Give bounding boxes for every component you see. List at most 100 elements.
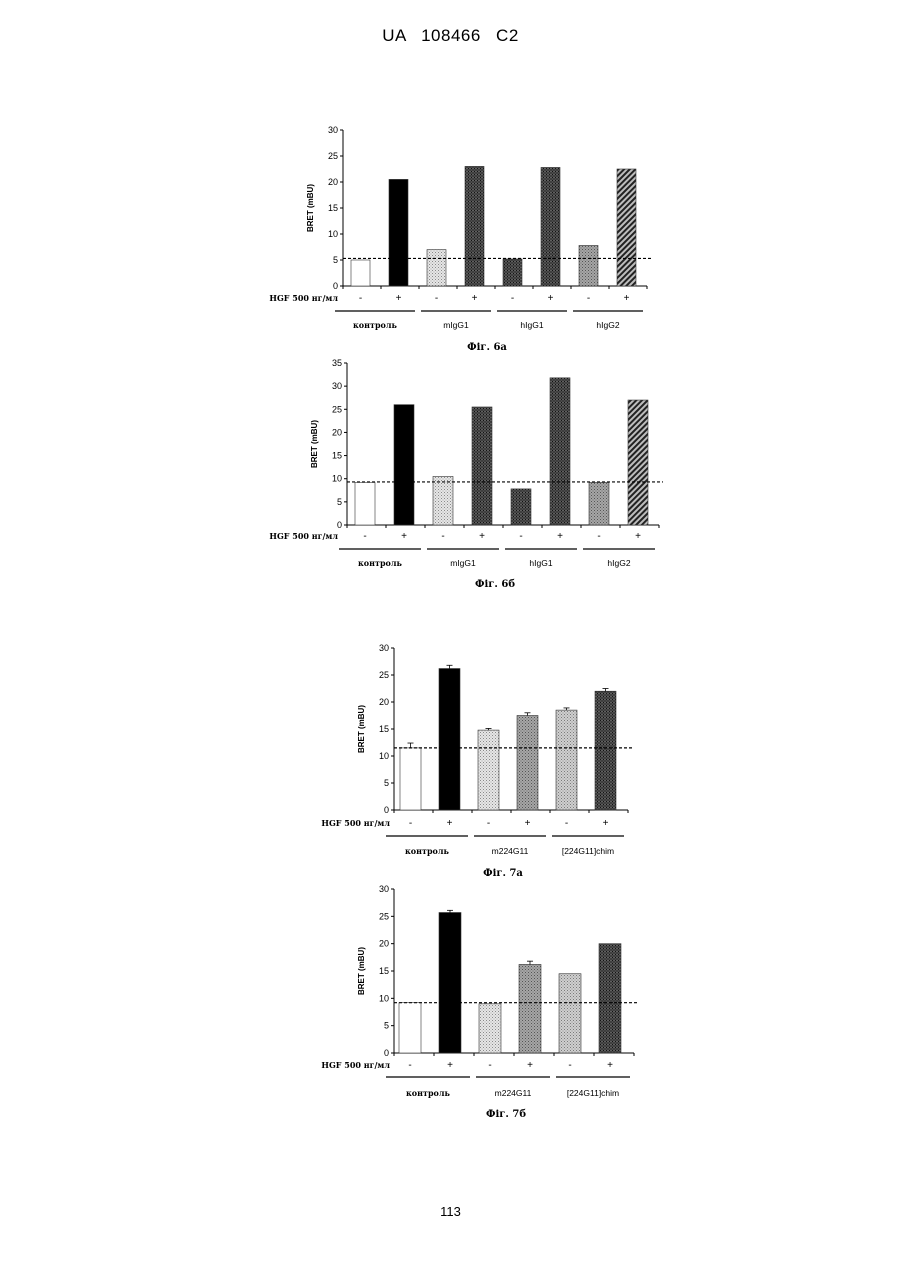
y-tick-label: 0 (333, 281, 338, 291)
x-tick-label: + (603, 818, 609, 829)
bar (355, 482, 375, 525)
y-tick-label: 25 (328, 151, 338, 161)
bar (595, 691, 616, 810)
y-tick-label: 15 (328, 203, 338, 213)
y-tick-label: 25 (332, 404, 342, 414)
y-tick-label: 5 (384, 1021, 389, 1031)
x-tick-label: - (597, 531, 600, 542)
y-axis-label: BRET (mBU) (310, 420, 319, 468)
bar (599, 944, 621, 1053)
group-label: hIgG1 (529, 558, 552, 568)
y-tick-label: 0 (337, 520, 342, 530)
condition-label: HGF 500 нг/мл (269, 531, 338, 541)
bar (472, 407, 492, 525)
group-label: контроль (406, 1088, 450, 1098)
bar (389, 179, 408, 286)
chart-1: 05101520253035BRET (mBU)HGF 500 нг/мл-+-… (269, 358, 663, 590)
bar (427, 250, 446, 286)
y-tick-label: 10 (332, 474, 342, 484)
x-tick-label: + (447, 818, 453, 829)
group-label: [224G11]chim (567, 1088, 619, 1098)
y-tick-label: 30 (379, 643, 389, 653)
x-tick-label: + (557, 531, 563, 542)
x-tick-label: + (527, 1060, 533, 1071)
x-tick-label: - (511, 293, 514, 304)
bar (628, 400, 648, 525)
bar (439, 669, 460, 810)
x-tick-label: + (396, 293, 402, 304)
figure-caption: Фіг. 6б (475, 579, 515, 590)
y-tick-label: 20 (332, 427, 342, 437)
y-tick-label: 0 (384, 1048, 389, 1058)
bar (351, 260, 370, 286)
y-tick-label: 25 (379, 911, 389, 921)
group-label: m224G11 (492, 846, 529, 856)
y-axis-label: BRET (mBU) (357, 705, 366, 753)
x-tick-label: - (488, 1060, 491, 1071)
group-label: контроль (353, 320, 397, 330)
figure-caption: Фіг. 7б (486, 1109, 526, 1120)
y-axis-label: BRET (mBU) (357, 947, 366, 995)
y-tick-label: 20 (379, 697, 389, 707)
condition-label: HGF 500 нг/мл (269, 293, 338, 303)
bar (556, 710, 577, 810)
bar (519, 964, 541, 1053)
bar (399, 1003, 421, 1053)
chart-0: 0 5 10 15 20 25 30 BRET (mBU) HGF 500 нг/мл - + - + -… (269, 125, 651, 353)
figure-caption: Фіг. 6а (467, 342, 507, 353)
y-tick-label: 25 (379, 670, 389, 680)
x-tick-label: - (487, 818, 490, 829)
x-tick-label: - (587, 293, 590, 304)
x-tick-label: + (624, 293, 630, 304)
y-tick-label: 5 (333, 255, 338, 265)
x-tick-label: + (548, 293, 554, 304)
x-tick-label: + (607, 1060, 613, 1071)
group-label: hIgG2 (596, 320, 619, 330)
y-tick-label: 30 (332, 381, 342, 391)
x-tick-label: + (401, 531, 407, 542)
y-tick-label: 35 (332, 358, 342, 368)
condition-label: HGF 500 нг/мл (321, 1060, 390, 1070)
bar (439, 913, 461, 1053)
y-tick-label: 15 (379, 966, 389, 976)
figure-caption: Фіг. 7а (483, 868, 523, 879)
bar (479, 1004, 501, 1053)
bar (617, 169, 636, 286)
bar (465, 166, 484, 286)
group-label: mIgG1 (450, 558, 476, 568)
y-tick-label: 5 (384, 778, 389, 788)
group-label: контроль (405, 846, 449, 856)
x-tick-label: - (519, 531, 522, 542)
y-tick-label: 15 (379, 724, 389, 734)
bar (394, 405, 414, 525)
y-tick-label: 30 (328, 125, 338, 135)
bar (579, 245, 598, 286)
y-tick-label: 20 (328, 177, 338, 187)
condition-label: HGF 500 нг/мл (321, 818, 390, 828)
bar (433, 476, 453, 525)
x-tick-label: + (525, 818, 531, 829)
chart-3: 051015202530BRET (mBU)HGF 500 нг/мл-+-+-… (321, 884, 638, 1120)
x-tick-label: + (472, 293, 478, 304)
bar (400, 748, 421, 810)
x-tick-label: - (409, 818, 412, 829)
group-label: m224G11 (495, 1088, 532, 1098)
group-label: [224G11]chim (562, 846, 614, 856)
chart-2: 051015202530BRET (mBU)HGF 500 нг/мл-+-+-… (321, 643, 632, 879)
x-tick-label: - (565, 818, 568, 829)
y-axis-label: BRET (mBU) (306, 184, 315, 232)
y-tick-label: 0 (384, 805, 389, 815)
y-tick-label: 10 (328, 229, 338, 239)
x-tick-label: - (359, 293, 362, 304)
group-label: mIgG1 (443, 320, 469, 330)
x-tick-label: - (363, 531, 366, 542)
bar (503, 259, 522, 286)
page-number: 113 (0, 1204, 901, 1219)
x-tick-label: + (447, 1060, 453, 1071)
y-tick-label: 5 (337, 497, 342, 507)
x-tick-label: - (408, 1060, 411, 1071)
bar (559, 974, 581, 1053)
y-tick-label: 10 (379, 993, 389, 1003)
x-tick-label: - (568, 1060, 571, 1071)
